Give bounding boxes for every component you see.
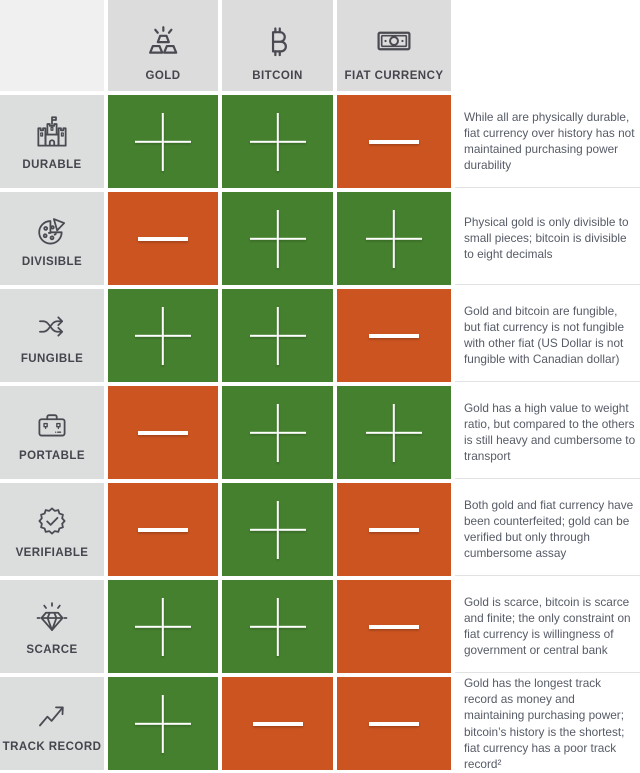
minus-sign bbox=[365, 307, 423, 365]
pizza-icon bbox=[30, 209, 74, 251]
cell-gold-fungible bbox=[108, 289, 218, 382]
cell-fiat-currency-fungible bbox=[337, 289, 451, 382]
row-label: TRACK RECORD bbox=[2, 741, 102, 753]
cell-fiat-currency-divisible bbox=[337, 192, 451, 285]
description-portable: Gold has a high value to weight ratio, b… bbox=[455, 386, 640, 479]
row-header-portable: PORTABLE bbox=[0, 386, 104, 479]
cell-bitcoin-fungible bbox=[222, 289, 333, 382]
minus-sign bbox=[365, 695, 423, 753]
cell-fiat-currency-track-record bbox=[337, 677, 451, 770]
plus-sign bbox=[365, 210, 423, 268]
plus-sign bbox=[249, 501, 307, 559]
plus-sign bbox=[365, 404, 423, 462]
description-track-record: Gold has the longest track record as mon… bbox=[464, 676, 625, 771]
cell-fiat-currency-durable bbox=[337, 95, 451, 188]
description-divisible: Physical gold is only divisible to small… bbox=[455, 192, 640, 285]
row-label: PORTABLE bbox=[19, 450, 85, 462]
cell-gold-portable bbox=[108, 386, 218, 479]
plus-sign bbox=[249, 404, 307, 462]
row-label: FUNGIBLE bbox=[20, 353, 84, 365]
minus-sign bbox=[134, 404, 192, 462]
description-scarce: Gold is scarce, bitcoin is scarce and fi… bbox=[455, 580, 640, 673]
row-header-durable: DURABLE bbox=[0, 95, 104, 188]
column-header-gold: GOLD bbox=[108, 0, 218, 91]
row-label: SCARCE bbox=[26, 644, 78, 656]
cell-bitcoin-track-record bbox=[222, 677, 333, 770]
plus-sign bbox=[249, 598, 307, 656]
description-column-spacer bbox=[455, 0, 640, 91]
plus-sign bbox=[249, 113, 307, 171]
row-header-divisible: DIVISIBLE bbox=[0, 192, 104, 285]
minus-sign bbox=[134, 210, 192, 268]
plus-sign bbox=[134, 113, 192, 171]
row-label: VERIFIABLE bbox=[15, 547, 89, 559]
minus-sign bbox=[134, 501, 192, 559]
cell-gold-divisible bbox=[108, 192, 218, 285]
cell-fiat-currency-scarce bbox=[337, 580, 451, 673]
cell-gold-track-record bbox=[108, 677, 218, 770]
row-header-fungible: FUNGIBLE bbox=[0, 289, 104, 382]
minus-sign bbox=[365, 501, 423, 559]
cell-bitcoin-verifiable bbox=[222, 483, 333, 576]
row-label: DURABLE bbox=[22, 159, 82, 171]
description-verifiable: Both gold and fiat currency have been co… bbox=[455, 483, 640, 576]
column-label-bitcoin: BITCOIN bbox=[252, 70, 303, 82]
cell-fiat-currency-verifiable bbox=[337, 483, 451, 576]
description-fungible: Gold and bitcoin are fungible, but fiat … bbox=[455, 289, 640, 382]
cell-gold-scarce bbox=[108, 580, 218, 673]
row-label: DIVISIBLE bbox=[21, 256, 83, 268]
briefcase-icon bbox=[30, 403, 74, 445]
cell-bitcoin-divisible bbox=[222, 192, 333, 285]
gold-bars-icon bbox=[140, 19, 186, 63]
row-header-track-record: TRACK RECORD bbox=[0, 677, 104, 770]
minus-sign bbox=[365, 113, 423, 171]
row-header-scarce: SCARCE bbox=[0, 580, 104, 673]
column-label-fiat-currency: FIAT CURRENCY bbox=[344, 70, 444, 82]
corner-spacer bbox=[0, 0, 104, 91]
minus-sign bbox=[365, 598, 423, 656]
plus-sign bbox=[249, 307, 307, 365]
plus-sign bbox=[134, 598, 192, 656]
cell-gold-verifiable bbox=[108, 483, 218, 576]
column-label-gold: GOLD bbox=[145, 70, 181, 82]
column-header-bitcoin: BITCOIN bbox=[222, 0, 333, 91]
plus-sign bbox=[134, 307, 192, 365]
trend-up-icon bbox=[30, 694, 74, 736]
column-header-fiat: FIAT CURRENCY bbox=[337, 0, 451, 91]
cell-gold-durable bbox=[108, 95, 218, 188]
diamond-icon bbox=[30, 597, 74, 639]
plus-sign bbox=[249, 210, 307, 268]
cell-bitcoin-portable bbox=[222, 386, 333, 479]
cell-bitcoin-scarce bbox=[222, 580, 333, 673]
castle-icon bbox=[30, 112, 74, 154]
banknote-icon bbox=[371, 19, 417, 63]
minus-sign bbox=[249, 695, 307, 753]
description-durable: While all are physically durable, fiat c… bbox=[455, 95, 640, 188]
bitcoin-icon bbox=[255, 19, 301, 63]
row-header-verifiable: VERIFIABLE bbox=[0, 483, 104, 576]
shuffle-arrows-icon bbox=[30, 306, 74, 348]
cell-fiat-currency-portable bbox=[337, 386, 451, 479]
seal-check-icon bbox=[30, 500, 74, 542]
plus-sign bbox=[134, 695, 192, 753]
cell-bitcoin-durable bbox=[222, 95, 333, 188]
